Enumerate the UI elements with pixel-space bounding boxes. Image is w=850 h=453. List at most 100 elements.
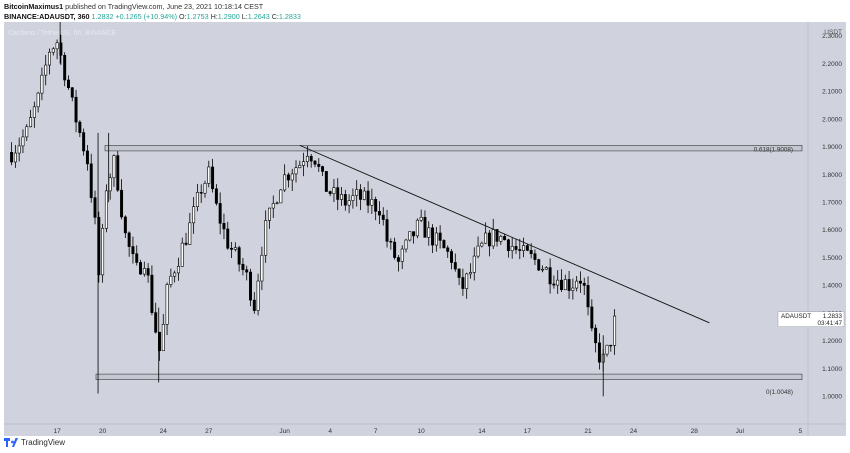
candle-body — [165, 284, 169, 325]
candle-body — [104, 190, 108, 229]
candle-body — [192, 206, 196, 224]
candle-body — [328, 191, 332, 194]
candle-body — [142, 268, 146, 275]
x-tick-label: 7 — [374, 428, 378, 435]
candle-body — [567, 279, 571, 291]
x-tick-label: 28 — [691, 428, 699, 435]
candle-body — [203, 183, 207, 194]
candle-body — [214, 188, 218, 204]
candle-body — [139, 262, 143, 275]
close-value: 1.2833 — [278, 12, 301, 21]
candle-body — [241, 263, 245, 271]
candle-body — [40, 74, 44, 94]
candle-body — [207, 166, 211, 184]
candle-body — [249, 271, 252, 301]
candle-body — [556, 279, 560, 286]
price-axis — [808, 22, 846, 424]
candle-body — [332, 187, 336, 194]
candle-body — [154, 312, 158, 333]
candle-body — [135, 253, 139, 263]
candle-body — [78, 121, 82, 133]
y-tick-label: 1.8000 — [822, 172, 842, 179]
candle-body — [131, 246, 135, 255]
candle-body — [544, 267, 548, 270]
candle-body — [267, 207, 271, 221]
candle-body — [74, 96, 78, 123]
candle-body — [438, 232, 442, 241]
candle-body — [347, 200, 351, 206]
candle-body — [525, 245, 529, 251]
candle-body — [355, 189, 359, 196]
fib-0-label: 0(1.0048) — [766, 389, 793, 396]
y-tick-label: 1.6000 — [822, 227, 842, 234]
candle-body — [180, 242, 184, 267]
candle-body — [211, 166, 215, 190]
candle-body — [586, 285, 590, 308]
candle-body — [176, 266, 180, 274]
candle-body — [298, 165, 302, 168]
x-tick-label: 4 — [328, 428, 332, 435]
candle-body — [457, 268, 461, 278]
candle-body — [541, 268, 545, 271]
candle-body — [575, 280, 579, 289]
tradingview-logo-icon — [4, 438, 18, 447]
candle-body — [85, 150, 89, 165]
candle-body — [514, 246, 518, 250]
last-price-badge — [777, 311, 845, 327]
candle-body — [359, 189, 362, 200]
low-label: L: — [241, 12, 248, 21]
candle-body — [597, 342, 601, 363]
candle-body — [127, 232, 131, 247]
candle-body — [590, 306, 594, 329]
x-tick-label: 21 — [584, 428, 592, 435]
candle-body — [442, 240, 446, 249]
candle-body — [351, 195, 355, 201]
candle-body — [487, 232, 491, 247]
candle-body — [302, 161, 306, 166]
candle-body — [245, 269, 249, 273]
candle-body — [377, 211, 381, 216]
candle-body — [578, 280, 582, 284]
candle-body — [317, 163, 321, 167]
candle-body — [605, 344, 609, 355]
candle-body — [412, 231, 416, 237]
candle-body — [59, 42, 63, 56]
candle-body — [108, 177, 112, 192]
candle-body — [613, 315, 617, 346]
candle-body — [305, 155, 309, 162]
candle-body — [173, 272, 177, 277]
candle-body — [184, 242, 188, 245]
candle-body — [518, 249, 522, 251]
low-value: 1.2643 — [247, 12, 270, 21]
candle-body — [233, 247, 237, 250]
candle-body — [93, 197, 97, 218]
candle-body — [264, 220, 268, 256]
candle-body — [256, 280, 260, 311]
time-axis — [4, 424, 846, 436]
candle-body — [393, 241, 397, 258]
candle-body — [188, 222, 192, 245]
author-name[interactable]: BitcoinMaximus1 — [4, 2, 64, 11]
candle-body — [169, 275, 173, 285]
footer-brand[interactable]: TradingView — [4, 438, 65, 447]
candle-body — [36, 92, 40, 108]
candle-body — [226, 228, 230, 249]
x-tick-label: 14 — [478, 428, 486, 435]
candle-body — [400, 248, 404, 262]
fib-0618-band — [104, 145, 803, 152]
candle-body — [571, 287, 575, 291]
candle-body — [370, 199, 374, 206]
x-tick-label: 24 — [630, 428, 638, 435]
candle-body — [529, 250, 533, 255]
candle-body — [97, 217, 101, 276]
x-tick-label: Jun — [279, 428, 290, 435]
candle-body — [290, 173, 294, 181]
candle-body — [503, 236, 507, 241]
fib-0-band — [95, 373, 803, 380]
candle-body — [609, 344, 613, 347]
symbol-line: BINANCE:ADAUSDT, 360 1.2832 +0.1265 (+10… — [4, 12, 301, 22]
candle-body — [294, 167, 298, 175]
candle-body — [450, 251, 453, 263]
candle-body — [522, 245, 526, 251]
